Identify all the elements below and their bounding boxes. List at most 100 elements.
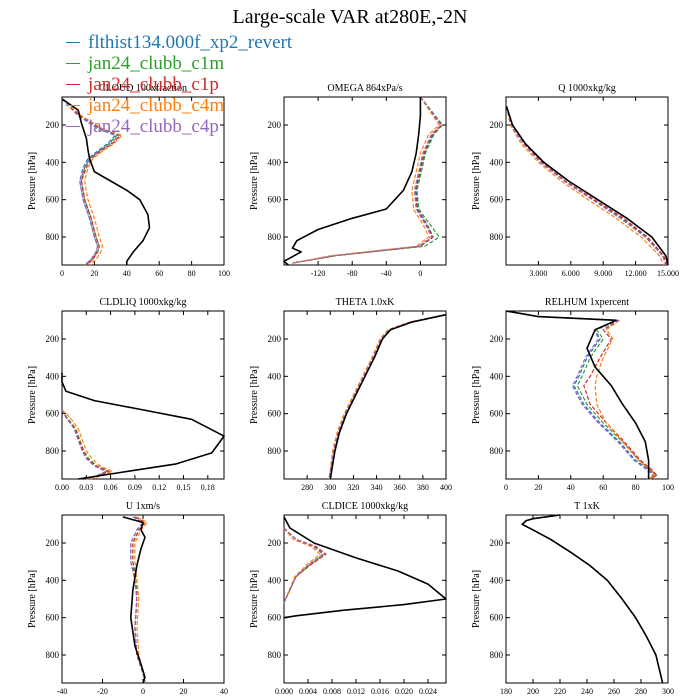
y-tick-label: 400 [490,371,504,381]
y-tick-label: 600 [46,409,60,419]
series-line [328,314,447,480]
y-tick-label: 200 [46,334,60,344]
legend-swatch [66,63,80,65]
series-line [505,310,658,480]
y-tick-label: 200 [268,538,282,548]
y-tick-label: 600 [46,195,60,205]
x-tick-label: 340 [371,483,383,492]
x-tick-label: 15.000 [657,269,679,278]
x-tick-label: 0.016 [371,687,389,696]
series-line [521,514,664,684]
panel-title: THETA 1.0xK [336,297,395,308]
y-tick-label: 400 [46,575,60,585]
y-tick-label: 800 [490,446,504,456]
x-tick-label: 6.000 [562,269,580,278]
plot-frame [283,310,447,480]
x-tick-label: -20 [97,687,108,696]
y-tick-label: 200 [490,334,504,344]
y-tick-label: 200 [46,538,60,548]
y-tick-label: 400 [46,371,60,381]
series-line [61,409,107,480]
series-line [283,527,327,603]
legend-label: jan24_clubb_c4m [88,95,225,116]
series-line-reference [505,310,650,479]
series-line-reference [283,97,422,266]
y-tick-label: 600 [268,409,282,419]
y-axis-label: Pressure [hPa] [249,152,260,210]
x-tick-label: 0.18 [201,483,215,492]
x-tick-label: 300 [662,687,674,696]
y-tick-label: 600 [46,613,60,623]
x-tick-label: 280 [635,687,647,696]
y-tick-label: 200 [46,120,60,130]
y-tick-label: 400 [490,575,504,585]
y-tick-label: 800 [268,650,282,660]
y-tick-label: 600 [490,195,504,205]
plot-frame [61,96,225,266]
x-tick-label: 40 [567,483,575,492]
legend-item: jan24_clubb_c4p [66,116,292,137]
legend-item: jan24_clubb_c1m [66,53,292,74]
y-tick-label: 400 [268,157,282,167]
x-tick-label: 320 [347,483,359,492]
series-line [521,514,664,684]
x-tick-label: 0.15 [177,483,191,492]
y-axis-label: Pressure [hPa] [471,366,482,424]
legend-label: flthist134.000f_xp2_revert [88,32,293,53]
plot-frame [283,96,447,266]
y-axis-label: Pressure [hPa] [27,570,38,628]
y-axis-label: Pressure [hPa] [27,366,38,424]
series-line [521,514,664,684]
series-line [521,514,664,684]
x-tick-label: 220 [554,687,566,696]
y-tick-label: 200 [490,538,504,548]
legend-swatch [66,42,80,44]
y-tick-label: 400 [268,371,282,381]
y-tick-label: 200 [268,334,282,344]
y-axis-label: Pressure [hPa] [471,570,482,628]
panel-title: RELHUM 1xpercent [545,297,629,308]
series-line [292,96,442,264]
y-tick-label: 200 [268,120,282,130]
x-tick-label: 0 [60,269,64,278]
x-tick-label: 260 [608,687,620,696]
plot-frame [505,310,669,480]
x-tick-label: 360 [394,483,406,492]
series-line [328,314,447,480]
x-tick-label: 300 [324,483,336,492]
legend-label: jan24_clubb_c1m [88,53,225,74]
x-tick-label: 100 [662,483,674,492]
series-line [505,106,667,266]
x-tick-label: 0.09 [128,483,142,492]
y-tick-label: 600 [268,613,282,623]
x-tick-label: 3.000 [529,269,547,278]
plot-frame [505,96,669,266]
panel-title: U 1xm/s [126,501,160,512]
x-tick-label: 0 [418,269,422,278]
x-tick-label: 0.020 [395,687,413,696]
series-line [505,106,665,266]
y-tick-label: 800 [46,446,60,456]
series-line [134,516,148,684]
y-tick-label: 800 [268,232,282,242]
series-line [61,409,110,480]
x-tick-label: 12.000 [625,269,647,278]
series-line [292,96,440,264]
series-line-reference [61,98,151,265]
y-tick-label: 600 [490,409,504,419]
y-tick-label: 600 [268,195,282,205]
y-tick-label: 400 [490,157,504,167]
x-tick-label: 0.000 [275,687,293,696]
series-line [521,514,664,684]
series-line [505,106,668,266]
y-tick-label: 400 [268,575,282,585]
series-line [283,527,325,603]
y-tick-label: 400 [46,157,60,167]
y-axis-label: Pressure [hPa] [249,366,260,424]
legend-item: jan24_clubb_c1p [66,74,292,95]
legend: flthist134.000f_xp2_revert jan24_clubb_c… [66,32,292,137]
y-tick-label: 800 [268,446,282,456]
plot-frame [505,514,669,684]
legend-item: flthist134.000f_xp2_revert [66,32,292,53]
series-line [283,527,321,603]
